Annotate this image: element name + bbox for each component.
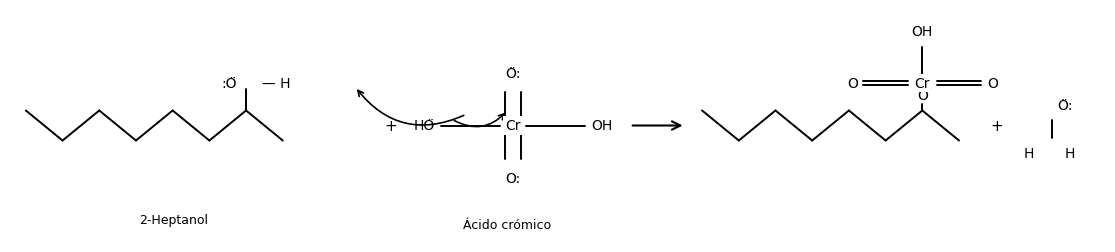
Text: Cr: Cr [505,119,521,133]
Text: OH: OH [591,119,612,133]
FancyArrowPatch shape [454,114,504,127]
Text: — H: — H [262,77,290,91]
Text: 2-Heptanol: 2-Heptanol [139,213,209,226]
Text: HÖ: HÖ [414,119,435,133]
Text: O: O [987,77,998,91]
Text: :Ö: :Ö [222,77,237,91]
Text: Ö:: Ö: [505,67,521,81]
Text: H: H [1065,146,1075,160]
Text: Ácido crómico: Ácido crómico [464,218,552,231]
Text: O:: O: [505,171,521,185]
Text: H: H [1024,146,1034,160]
Text: Ö:: Ö: [1057,98,1073,112]
Text: O: O [847,77,857,91]
Text: +: + [990,118,1004,134]
Text: OH: OH [912,25,933,39]
Text: +: + [385,118,397,134]
Text: Cr: Cr [914,77,930,91]
Text: O: O [917,88,928,102]
FancyArrowPatch shape [358,91,464,125]
